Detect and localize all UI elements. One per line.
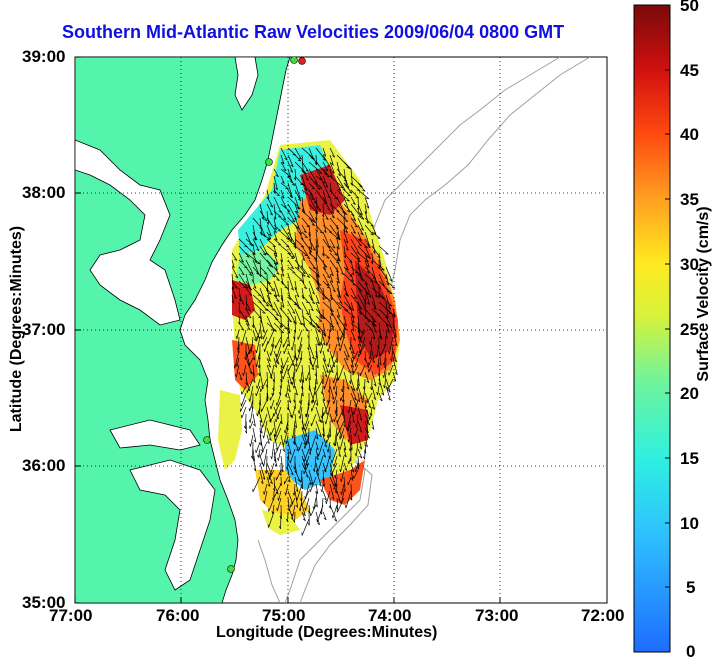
velocity-arrow-head	[352, 317, 355, 318]
velocity-arrow-head	[324, 386, 325, 389]
x-tick-label: 73:00	[475, 606, 518, 626]
colorbar-tick-label: 10	[680, 514, 699, 534]
velocity-arrow-head	[256, 450, 257, 453]
velocity-arrow-head	[355, 433, 356, 436]
velocity-arrow-head	[392, 288, 395, 289]
y-tick-label: 39:00	[22, 47, 65, 67]
velocity-arrow-head	[327, 258, 330, 259]
colorbar-tick-label: 0	[686, 642, 695, 662]
radar-station-marker	[291, 57, 298, 64]
colorbar-tick-label: 45	[680, 61, 699, 81]
y-tick-label: 38:00	[22, 183, 65, 203]
x-axis-label: Longitude (Degrees:Minutes)	[216, 624, 437, 642]
velocity-arrow	[344, 323, 345, 336]
velocity-arrow	[253, 316, 254, 328]
radar-station-marker	[228, 566, 235, 573]
x-tick-label: 76:00	[156, 606, 199, 626]
velocity-arrow-head	[328, 301, 331, 302]
velocity-arrow-head	[276, 403, 277, 406]
velocity-arrow-head	[340, 437, 341, 440]
radar-station-marker	[204, 437, 211, 444]
velocity-arrow-head	[305, 255, 308, 256]
x-tick-label: 74:00	[368, 606, 411, 626]
colorbar-tick-label: 15	[680, 449, 699, 469]
colorbar	[634, 5, 670, 652]
velocity-arrow-head	[348, 482, 349, 485]
velocity-arrow-head	[283, 376, 284, 379]
colorbar-tick-label: 5	[686, 578, 695, 598]
velocity-arrow-head	[268, 525, 269, 528]
y-tick-label: 37:00	[22, 320, 65, 340]
x-tick-label: 77:00	[49, 606, 92, 626]
velocity-arrow-head	[314, 259, 317, 260]
velocity-arrow-head	[299, 447, 300, 450]
colorbar-label: Surface Velocity (cm/s)	[695, 194, 713, 394]
velocity-arrow-head	[270, 406, 271, 409]
velocity-arrow	[337, 365, 338, 381]
velocity-arrow-head	[290, 460, 291, 463]
velocity-arrow-head	[241, 403, 242, 406]
velocity-arrow-head	[334, 419, 335, 422]
radar-station-marker-alt	[299, 58, 306, 65]
velocity-arrow-head	[340, 337, 341, 340]
velocity-arrow-head	[377, 238, 380, 239]
velocity-arrow-head	[286, 188, 289, 189]
velocity-arrow-head	[312, 365, 313, 368]
colorbar-tick-label: 40	[680, 125, 699, 145]
chart-title: Southern Mid-Atlantic Raw Velocities 200…	[62, 22, 564, 43]
velocity-arrow-head	[276, 419, 277, 422]
colorbar-tick-label: 50	[680, 0, 699, 16]
radar-station-marker	[266, 159, 273, 166]
velocity-arrow-head	[322, 183, 325, 184]
x-tick-label: 75:00	[262, 606, 305, 626]
x-tick-label: 72:00	[581, 606, 624, 626]
velocity-arrow-head	[331, 460, 332, 463]
velocity-arrow-head	[305, 428, 306, 431]
y-tick-label: 36:00	[22, 456, 65, 476]
velocity-arrow-head	[262, 425, 263, 428]
y-axis-label: Latitude (Degrees:Minutes)	[8, 214, 26, 444]
